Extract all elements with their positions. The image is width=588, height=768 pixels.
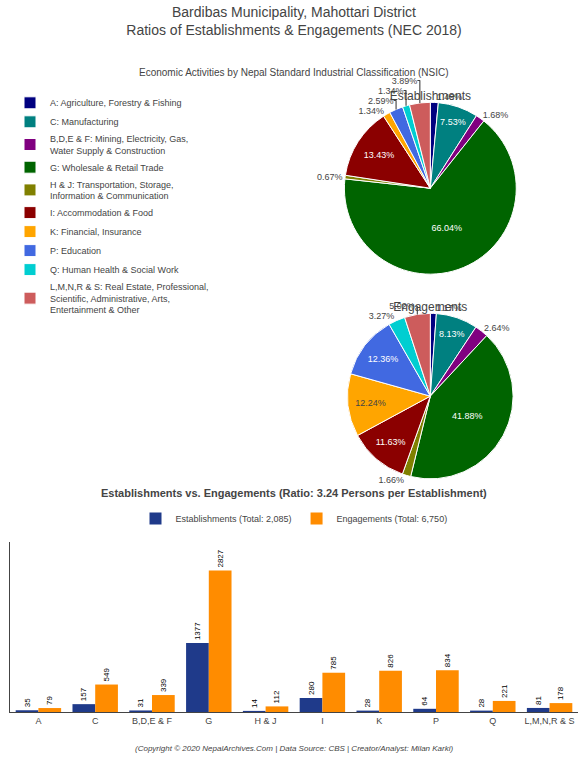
svg-text:A: A	[35, 716, 41, 726]
svg-text:64: 64	[420, 696, 429, 705]
svg-text:157: 157	[79, 687, 88, 701]
svg-text:B,D,E & F: B,D,E & F	[132, 716, 173, 726]
svg-text:(Copyright © 2020 NepalArchive: (Copyright © 2020 NepalArchives.Com | Da…	[135, 744, 454, 753]
svg-text:I: I	[321, 716, 324, 726]
svg-text:2827: 2827	[216, 549, 225, 567]
svg-text:549: 549	[102, 668, 111, 682]
svg-text:785: 785	[329, 656, 338, 670]
svg-text:28: 28	[363, 698, 372, 707]
svg-text:35: 35	[23, 698, 32, 707]
svg-text:C: C	[92, 716, 99, 726]
svg-text:1.17%: 1.17%	[436, 303, 462, 313]
svg-text:339: 339	[159, 678, 168, 692]
svg-text:2.64%: 2.64%	[484, 323, 510, 333]
svg-text:112: 112	[272, 690, 281, 703]
svg-text:834: 834	[443, 653, 452, 667]
svg-text:Engagements: Engagements	[393, 300, 467, 314]
svg-text:1.34%: 1.34%	[378, 86, 404, 96]
svg-text:G: Wholesale & Retail Trade: G: Wholesale & Retail Trade	[50, 163, 164, 173]
svg-text:1.66%: 1.66%	[378, 475, 404, 485]
svg-text:L,M,N,R & S: Real Estate, Prof: L,M,N,R & S: Real Estate, Professional,S…	[50, 282, 209, 315]
svg-text:K: K	[376, 716, 382, 726]
svg-text:Q: Human Health & Social Work: Q: Human Health & Social Work	[50, 265, 179, 275]
svg-text:0.67%: 0.67%	[317, 172, 343, 182]
svg-text:L,M,N,R & S: L,M,N,R & S	[525, 716, 575, 726]
svg-text:Establishments (Total: 2,085): Establishments (Total: 2,085)	[176, 514, 292, 524]
svg-text:178: 178	[556, 686, 565, 700]
svg-text:P: Education: P: Education	[50, 246, 101, 256]
svg-text:C: Manufacturing: C: Manufacturing	[50, 117, 119, 127]
svg-text:12.24%: 12.24%	[355, 398, 386, 408]
svg-text:41.88%: 41.88%	[452, 411, 483, 421]
svg-text:Q: Q	[489, 716, 496, 726]
svg-text:11.63%: 11.63%	[376, 437, 406, 447]
svg-text:14: 14	[250, 698, 259, 707]
svg-text:K: Financial, Insurance: K: Financial, Insurance	[50, 227, 142, 237]
svg-text:81: 81	[534, 696, 543, 705]
svg-text:Economic Activities by Nepal S: Economic Activities by Nepal Standard In…	[139, 67, 449, 78]
svg-text:280: 280	[307, 681, 316, 695]
svg-text:31: 31	[136, 698, 145, 707]
svg-text:Establishments vs. Engagements: Establishments vs. Engagements (Ratio: 3…	[101, 487, 487, 499]
svg-text:2.59%: 2.59%	[368, 96, 394, 106]
svg-text:3.27%: 3.27%	[369, 311, 395, 321]
svg-text:B,D,E & F: Mining, Electricity: B,D,E & F: Mining, Electricity, Gas,Wate…	[50, 134, 188, 156]
svg-text:66.04%: 66.04%	[432, 223, 463, 233]
svg-text:Establishments: Establishments	[390, 89, 471, 103]
svg-text:28: 28	[477, 698, 486, 707]
svg-text:Engagements (Total: 6,750): Engagements (Total: 6,750)	[337, 514, 448, 524]
svg-text:1.68%: 1.68%	[483, 110, 509, 120]
svg-text:I: Accommodation & Food: I: Accommodation & Food	[50, 208, 153, 218]
svg-text:13.43%: 13.43%	[364, 150, 395, 160]
svg-text:A: Agriculture, Forestry & Fis: A: Agriculture, Forestry & Fishing	[50, 98, 182, 108]
svg-text:8.13%: 8.13%	[439, 329, 465, 339]
svg-text:Bardibas Municipality, Mahotta: Bardibas Municipality, Mahottari Distric…	[126, 4, 461, 38]
svg-text:826: 826	[386, 654, 395, 668]
svg-text:5.02%: 5.02%	[389, 301, 415, 311]
svg-text:12.36%: 12.36%	[368, 354, 399, 364]
svg-text:3.89%: 3.89%	[392, 76, 418, 86]
svg-text:1377: 1377	[193, 622, 202, 640]
svg-text:H & J: Transportation, Storage: H & J: Transportation, Storage,Informati…	[50, 180, 174, 202]
svg-text:G: G	[205, 716, 212, 726]
svg-text:1.49%: 1.49%	[437, 92, 463, 102]
svg-text:79: 79	[45, 696, 54, 705]
svg-text:221: 221	[500, 684, 509, 698]
svg-text:P: P	[433, 716, 439, 726]
svg-text:H & J: H & J	[255, 716, 277, 726]
svg-text:1.34%: 1.34%	[359, 106, 385, 116]
svg-text:7.53%: 7.53%	[440, 117, 466, 127]
